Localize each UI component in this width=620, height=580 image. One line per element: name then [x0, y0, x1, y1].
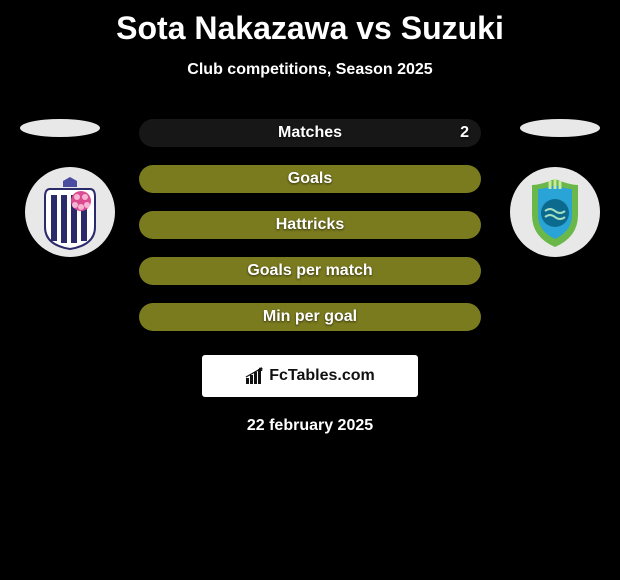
shonan-bellmare-logo-icon — [510, 167, 600, 257]
page-title: Sota Nakazawa vs Suzuki — [0, 0, 620, 47]
stat-row-goals-per-match: Goals per match — [139, 257, 481, 285]
stat-right-value: 2 — [460, 124, 469, 142]
stat-label: Matches — [278, 124, 342, 142]
cerezo-osaka-logo-icon — [25, 167, 115, 257]
date-label: 22 february 2025 — [0, 417, 620, 435]
stat-row-hattricks: Hattricks — [139, 211, 481, 239]
left-player-ellipse — [20, 119, 100, 137]
right-club-logo — [510, 167, 600, 257]
stat-label: Hattricks — [276, 216, 344, 234]
stat-label: Goals — [288, 170, 332, 188]
stat-label: Min per goal — [263, 308, 357, 326]
fctables-label: FcTables.com — [269, 367, 375, 385]
left-club-logo — [25, 167, 115, 257]
stat-label: Goals per match — [247, 262, 372, 280]
subtitle: Club competitions, Season 2025 — [0, 61, 620, 79]
fctables-badge[interactable]: FcTables.com — [202, 355, 418, 397]
stat-row-min-per-goal: Min per goal — [139, 303, 481, 331]
stat-rows: Matches 2 Goals Hattricks Goals per matc… — [139, 119, 481, 331]
stat-row-goals: Goals — [139, 165, 481, 193]
bar-chart-icon — [245, 367, 265, 385]
stat-row-matches: Matches 2 — [139, 119, 481, 147]
right-player-ellipse — [520, 119, 600, 137]
comparison-content: Matches 2 Goals Hattricks Goals per matc… — [0, 119, 620, 435]
